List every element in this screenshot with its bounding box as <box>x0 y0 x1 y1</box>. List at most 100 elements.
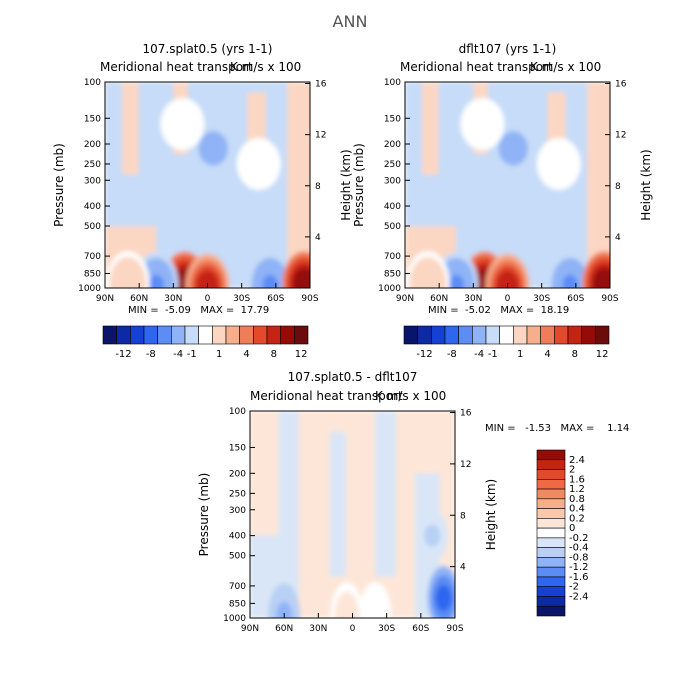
contour-feature-4 <box>596 273 610 288</box>
contour-feature-4 <box>296 273 310 288</box>
pressure-tick-label: 150 <box>84 114 101 124</box>
pressure-tick-label: 400 <box>229 532 246 542</box>
contour-field <box>250 411 455 618</box>
pressure-tick-label: 850 <box>384 269 401 279</box>
colorbar-swatch <box>554 325 569 345</box>
field-band <box>329 431 347 577</box>
pressure-tick-label: 850 <box>84 269 101 279</box>
left-axis-label: Pressure (mb) <box>352 143 366 227</box>
colorbar-swatch <box>536 547 566 558</box>
colorbar-label: 4 <box>243 349 249 360</box>
pressure-tick-label: 1000 <box>223 614 246 624</box>
field-band <box>375 411 396 577</box>
colorbar-swatch <box>225 325 240 345</box>
colorbar-swatch <box>536 557 566 568</box>
contour-feature-6 <box>474 115 491 133</box>
colorbar-label: -1 <box>187 349 197 360</box>
colorbar-label: 2 <box>569 465 575 476</box>
colorbar-swatch <box>536 488 566 500</box>
panel-1-units: K m/s x 100 <box>230 60 302 74</box>
colorbar-label: 0.4 <box>569 504 585 515</box>
colorbar-label: 0.2 <box>569 513 585 524</box>
field-band <box>278 411 299 598</box>
colorbar-swatch <box>198 325 213 345</box>
colorbar-label: 4 <box>544 349 550 360</box>
pressure-tick-label: 850 <box>229 599 246 609</box>
pressure-tick-label: 500 <box>84 222 101 232</box>
colorbar-label: -8 <box>146 349 156 360</box>
field-band <box>587 82 610 278</box>
colorbar-label: 1 <box>517 349 523 360</box>
colorbar-swatch <box>431 325 446 345</box>
colorbar-label: -1 <box>488 349 498 360</box>
height-tick-label: 8 <box>615 182 621 192</box>
pressure-tick-label: 500 <box>229 552 246 562</box>
height-tick-label: 12 <box>460 460 471 470</box>
lat-tick-label: 90S <box>601 294 618 304</box>
pressure-tick-label: 300 <box>84 176 101 186</box>
panel-3-stats: MIN = -1.53 MAX = 1.14 <box>485 423 630 434</box>
colorbar-swatch <box>536 576 566 588</box>
colorbar-swatch <box>102 325 117 345</box>
field-band <box>287 82 310 278</box>
lat-tick-label: 60N <box>275 624 293 634</box>
lat-tick-label: 90N <box>396 294 414 304</box>
colorbar-3: 2.421.61.20.80.40.20-0.2-0.4-0.8-1.2-1.6… <box>536 449 589 617</box>
contour-feature-8 <box>420 273 436 288</box>
contour-feature-3 <box>562 274 578 288</box>
pressure-tick-label: 400 <box>84 202 101 212</box>
colorbar-swatch <box>536 518 566 529</box>
colorbar-swatch <box>536 586 566 597</box>
right-axis-label: Height (km) <box>339 149 353 220</box>
height-tick-label: 8 <box>315 182 321 192</box>
contour-feature-3 <box>262 274 278 288</box>
colorbar-swatch <box>536 527 566 539</box>
panel-3-subtitle: Meridional heat transport <box>250 389 403 403</box>
colorbar-label: -2 <box>569 582 579 593</box>
pressure-tick-label: 100 <box>384 78 401 88</box>
colorbar-label: 12 <box>295 349 308 360</box>
pressure-tick-label: 100 <box>84 78 101 88</box>
height-tick-label: 16 <box>460 409 472 419</box>
pressure-tick-label: 1000 <box>378 284 401 294</box>
pressure-tick-label: 700 <box>84 252 101 262</box>
panel-3: 100 150 200 250 300 400 500 700 850 1000 16 12 8 4 90N… <box>197 407 498 634</box>
height-tick-label: 4 <box>615 233 621 243</box>
height-tick-label: 12 <box>315 131 326 141</box>
pressure-tick-label: 250 <box>229 489 246 499</box>
pressure-tick-label: 400 <box>384 202 401 212</box>
pressure-tick-label: 700 <box>384 252 401 262</box>
lat-tick-label: 60N <box>430 294 448 304</box>
field-band <box>422 82 439 175</box>
colorbar-swatch <box>294 325 309 345</box>
colorbar-swatch <box>513 325 528 345</box>
colorbar-label: 8 <box>572 349 578 360</box>
lat-tick-label: 60S <box>267 294 284 304</box>
colorbar-1: -12 -8 -4 -1 1 4 8 12 <box>102 325 309 360</box>
lat-tick-label: 0 <box>350 624 356 634</box>
contour-feature-0 <box>338 601 355 618</box>
pressure-tick-label: 100 <box>229 407 246 417</box>
panel-3-title: 107.splat0.5 - dflt107 <box>287 370 418 384</box>
colorbar-swatch <box>280 325 295 345</box>
right-axis-label: Height (km) <box>639 149 653 220</box>
contour-feature-1 <box>367 601 384 618</box>
lat-tick-label: 30S <box>233 294 250 304</box>
colorbar-swatch <box>116 325 131 345</box>
contour-feature-6 <box>174 115 191 133</box>
colorbar-label: -0.2 <box>569 533 589 544</box>
colorbar-swatch <box>595 325 610 345</box>
colorbar-swatch <box>171 325 186 345</box>
panel-2-subtitle: Meridional heat transport <box>400 60 553 74</box>
pressure-tick-label: 700 <box>229 582 246 592</box>
colorbar-swatch <box>143 325 158 345</box>
lat-tick-label: 90N <box>241 624 259 634</box>
panel-3-units: K m/s x 100 <box>375 389 447 403</box>
height-tick-label: 8 <box>460 511 466 521</box>
panel-1-stats: MIN = -5.09 MAX = 17.79 <box>128 305 270 316</box>
lat-tick-label: 90S <box>446 624 463 634</box>
colorbar-label: -4 <box>173 349 183 360</box>
colorbar-label: 8 <box>271 349 277 360</box>
colorbar-label: -1.2 <box>569 562 589 573</box>
colorbar-swatch <box>536 469 566 480</box>
